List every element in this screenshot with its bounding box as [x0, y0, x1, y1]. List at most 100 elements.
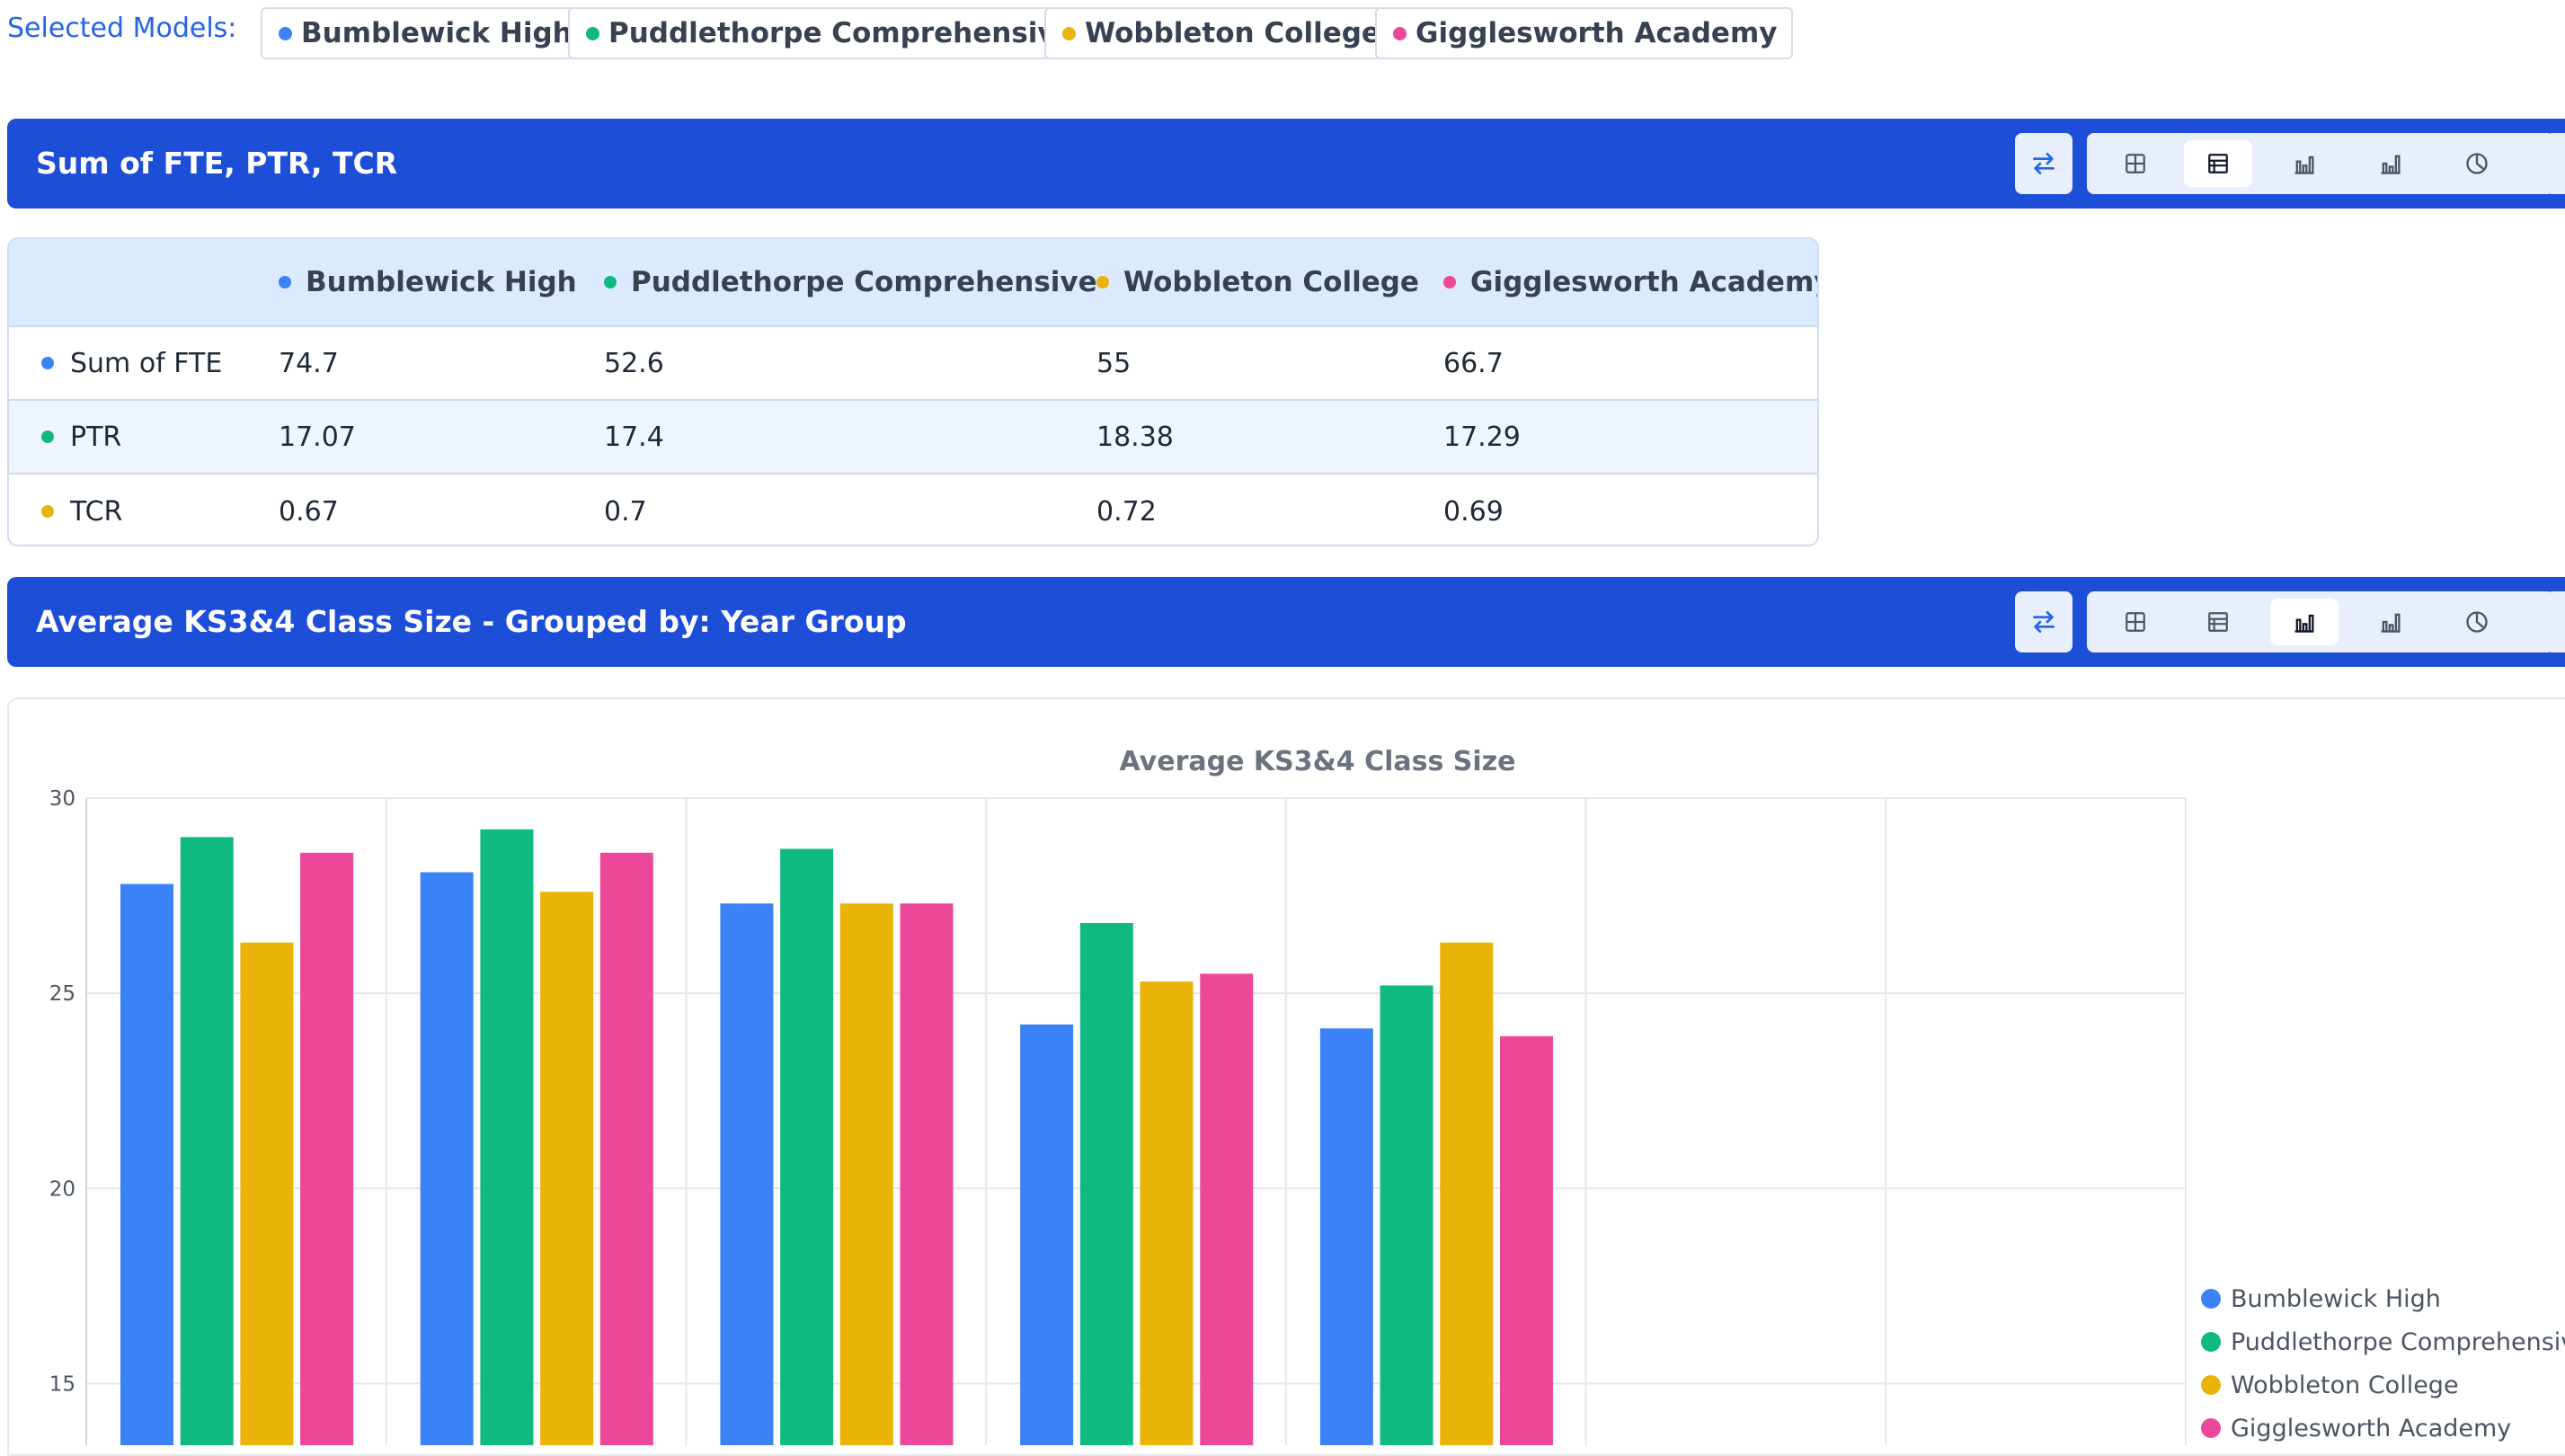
model-chip-wobbleton-college[interactable]: Wobbleton College — [1044, 7, 1397, 59]
legend-marker — [2201, 1418, 2221, 1438]
table-cell: 66.7 — [1443, 347, 1504, 379]
row-label-text: TCR — [70, 495, 123, 528]
section-title: Sum of FTE, PTR, TCR — [36, 146, 398, 181]
bar — [120, 883, 173, 1445]
row-color-dot — [41, 357, 54, 369]
table-cell: 52.6 — [604, 347, 664, 379]
column-header-label: Puddlethorpe Comprehensive — [631, 266, 1097, 298]
table-icon — [2208, 612, 2228, 632]
selected-models-label: Selected Models: — [7, 13, 237, 44]
swap-arrows-icon — [2033, 153, 2055, 174]
column-header: Wobbleton College — [1096, 239, 1419, 325]
legend-label: Gigglesworth Academy — [2231, 1415, 2511, 1443]
column-header-label: Bumblewick High — [306, 266, 577, 298]
chart-card: Average KS3&4 Class Size 15 20 25 30 Bumblew… — [7, 697, 2565, 1456]
bar-chart-icon — [2294, 614, 2314, 633]
row-label: PTR — [41, 401, 121, 473]
table-view-button[interactable] — [2184, 599, 2252, 645]
table-cell: 55 — [1096, 347, 1132, 379]
model-color-dot — [279, 26, 292, 40]
row-color-dot — [41, 431, 54, 443]
bar — [720, 903, 774, 1445]
bar — [1440, 942, 1494, 1445]
bar — [780, 848, 834, 1445]
legend-marker — [2201, 1289, 2221, 1309]
bar-chart-alt-icon — [2381, 155, 2401, 174]
column-header: Gigglesworth Academy — [1443, 239, 1819, 325]
bar-chart-alt-view-button[interactable] — [2356, 140, 2425, 187]
model-color-dot — [586, 26, 599, 40]
pie-chart-icon — [2466, 153, 2488, 174]
section-header-class-size: Average KS3&4 Class Size - Grouped by: Y… — [7, 577, 2565, 667]
reset-button[interactable] — [2545, 133, 2565, 194]
model-chip-label: Puddlethorpe Comprehensive — [608, 17, 1075, 49]
column-color-dot — [604, 276, 617, 289]
swap-axes-button[interactable] — [2015, 133, 2072, 194]
bar — [1380, 985, 1433, 1445]
reset-button[interactable] — [2545, 591, 2565, 653]
column-header-label: Wobbleton College — [1123, 266, 1419, 298]
column-header-label: Gigglesworth Academy — [1470, 266, 1819, 298]
bar — [1499, 1035, 1553, 1445]
bar — [240, 942, 294, 1445]
grid-view-button[interactable] — [2101, 140, 2170, 187]
bar — [599, 852, 653, 1445]
model-chip-label: Gigglesworth Academy — [1416, 17, 1778, 49]
legend-label: Bumblewick High — [2231, 1285, 2441, 1313]
bar — [1079, 922, 1133, 1445]
legend-label: Wobbleton College — [2231, 1372, 2459, 1399]
model-chip-gigglesworth-academy[interactable]: Gigglesworth Academy — [1375, 7, 1794, 59]
model-chip-puddlethorpe-comprehensive[interactable]: Puddlethorpe Comprehensive — [568, 7, 1091, 59]
row-label: TCR — [41, 475, 123, 545]
bar — [900, 903, 954, 1445]
table-row: PTR 17.07 17.4 18.38 17.29 — [9, 401, 1817, 475]
bar-chart: Average KS3&4 Class Size 15 20 25 30 Bumblew… — [49, 746, 2565, 1445]
bar — [1140, 981, 1194, 1445]
row-color-dot — [41, 505, 54, 518]
section-title: Average KS3&4 Class Size - Grouped by: Y… — [36, 604, 907, 639]
swap-axes-button[interactable] — [2015, 591, 2072, 653]
view-mode-toolbar — [2087, 133, 2554, 194]
y-tick-label: 25 — [49, 982, 75, 1006]
column-color-dot — [1443, 276, 1456, 289]
bar — [839, 903, 893, 1445]
legend-marker — [2201, 1332, 2221, 1352]
model-chip-label: Bumblewick High — [301, 17, 572, 49]
table-icon — [2208, 154, 2228, 173]
bar — [1200, 973, 1254, 1445]
model-chip-label: Wobbleton College — [1085, 17, 1380, 49]
pie-chart-icon — [2466, 611, 2488, 633]
table-cell: 0.72 — [1096, 495, 1157, 528]
bar-chart-alt-icon — [2381, 613, 2401, 633]
row-label: Sum of FTE — [41, 327, 222, 399]
legend-label: Puddlethorpe Comprehensive — [2231, 1328, 2565, 1356]
summary-table: Bumblewick High Puddlethorpe Comprehensi… — [7, 237, 1819, 546]
bar — [480, 829, 534, 1445]
section-header-fte: Sum of FTE, PTR, TCR — [7, 119, 2565, 209]
model-color-dot — [1062, 26, 1076, 40]
table-view-button[interactable] — [2184, 140, 2252, 187]
bar — [1020, 1024, 1074, 1445]
bar — [540, 892, 594, 1445]
table-cell: 17.07 — [279, 421, 356, 453]
table-cell: 74.7 — [279, 347, 339, 379]
bar-chart-view-button[interactable] — [2270, 599, 2339, 645]
bar — [1319, 1028, 1373, 1445]
swap-arrows-icon — [2033, 611, 2055, 633]
column-header: Bumblewick High — [279, 239, 577, 325]
table-cell: 0.67 — [279, 495, 339, 528]
bar-chart-icon — [2294, 155, 2314, 174]
table-row: TCR 0.67 0.7 0.72 0.69 — [9, 475, 1817, 545]
bar — [420, 872, 474, 1445]
bar-chart-view-button[interactable] — [2270, 140, 2339, 187]
bar — [300, 852, 354, 1445]
legend-marker — [2201, 1375, 2221, 1395]
bar-chart-alt-view-button[interactable] — [2356, 599, 2425, 645]
row-label-text: PTR — [70, 421, 122, 453]
model-chip-bumblewick-high[interactable]: Bumblewick High — [261, 7, 589, 59]
column-color-dot — [1096, 276, 1109, 289]
column-header: Puddlethorpe Comprehensive — [604, 239, 1097, 325]
grid-view-button[interactable] — [2101, 599, 2170, 645]
pie-chart-view-button[interactable] — [2443, 140, 2511, 187]
pie-chart-view-button[interactable] — [2443, 599, 2511, 645]
